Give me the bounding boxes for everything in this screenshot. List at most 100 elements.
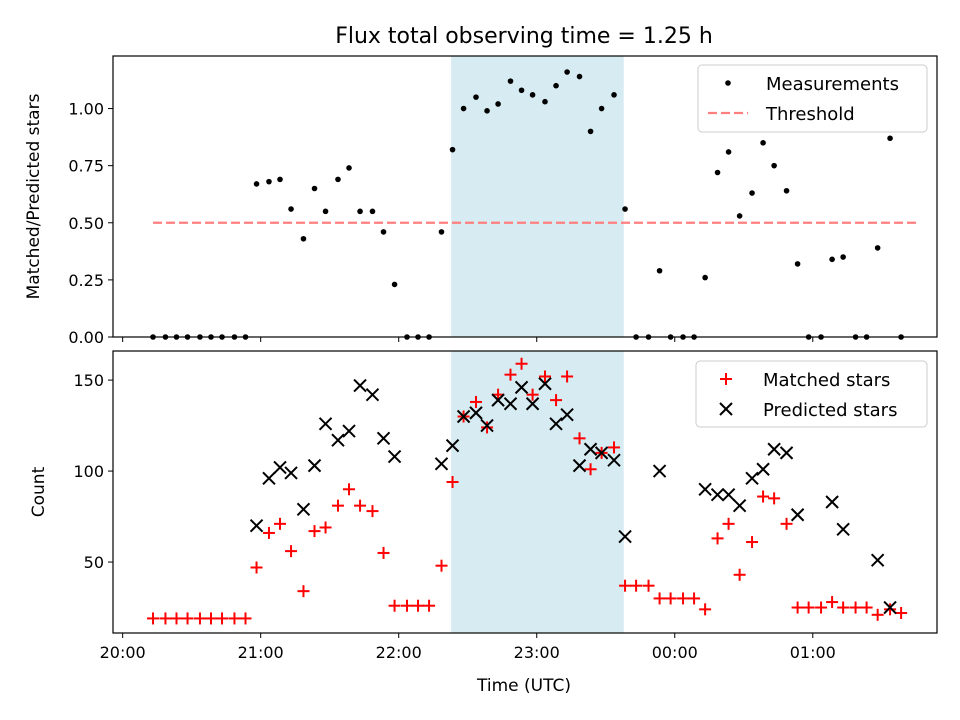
matched-star-point — [780, 517, 793, 530]
y-tick-label: 0.50 — [68, 214, 104, 233]
x-tick-label: 22:00 — [376, 643, 422, 662]
predicted-star-point — [572, 458, 587, 473]
measurement-point — [391, 281, 398, 288]
predicted-star-point — [583, 442, 598, 456]
top-legend: Measurements Threshold — [697, 64, 928, 133]
matched-star-point — [837, 601, 850, 614]
measurement-point — [322, 208, 329, 215]
measurement-point — [253, 181, 260, 187]
matched-star-point — [147, 612, 160, 625]
y-tick-label: 150 — [73, 371, 104, 390]
predicted-star-point — [745, 471, 759, 486]
bottom-x-axis: 20:00 21:00 22:00 23:00 00:00 01:00 — [100, 633, 836, 662]
predicted-star-point — [836, 522, 850, 537]
measurement-point — [369, 208, 376, 215]
measurement-point — [473, 94, 479, 100]
matched-star-point — [193, 612, 206, 625]
legend-threshold-label: Threshold — [765, 104, 855, 125]
matched-star-point — [204, 612, 217, 625]
matched-star-point — [388, 599, 401, 612]
measurement-point — [725, 149, 732, 155]
measurement-point — [484, 108, 490, 114]
measurement-point — [587, 128, 594, 135]
measurement-point — [598, 105, 605, 112]
matched-star-point — [262, 526, 275, 539]
measurement-point — [311, 185, 318, 192]
top-panel: 0.00 0.25 0.50 0.75 1.00 Matched/Predicted s… — [24, 55, 938, 347]
matched-star-point — [354, 499, 367, 512]
matched-star-point — [285, 545, 298, 558]
measurement-point — [495, 101, 501, 107]
matched-star-point — [884, 603, 897, 616]
bottom-legend-box — [695, 360, 928, 428]
predicted-star-point — [434, 457, 449, 471]
matched-star-point — [550, 394, 563, 407]
predicted-star-point — [710, 488, 725, 502]
measurement-point — [564, 69, 570, 75]
measurement-point — [749, 190, 755, 196]
bottom-plot-frame — [112, 350, 938, 634]
predicted-star-point — [767, 442, 781, 456]
matched-star-point — [274, 517, 287, 530]
y-tick-label: 100 — [73, 462, 104, 481]
matched-star-point — [895, 606, 908, 619]
matched-star-point — [757, 490, 770, 503]
matched-star-point — [791, 601, 804, 614]
matched-star-point — [561, 370, 574, 383]
x-tick-label: 01:00 — [790, 643, 836, 662]
matched-star-point — [470, 395, 483, 408]
matched-star-point — [366, 505, 379, 518]
predicted-star-point — [456, 409, 471, 424]
measurement-point — [335, 176, 341, 183]
measurement-point — [829, 256, 835, 263]
top-highlight-span — [451, 56, 624, 337]
predicted-star-point — [607, 453, 621, 467]
measurement-point — [460, 105, 467, 112]
matched-star-point — [239, 612, 252, 625]
x-tick-label: 21:00 — [238, 643, 284, 662]
matched-star-point — [308, 525, 321, 538]
measurement-point — [542, 98, 548, 105]
predicted-star-point — [249, 518, 264, 533]
predicted-star-point — [594, 446, 609, 460]
matched-star-point — [481, 421, 494, 434]
measurement-point — [357, 208, 363, 215]
matched-star-point — [815, 601, 828, 614]
measurement-point — [887, 135, 893, 142]
matched-star-point — [733, 568, 746, 581]
predicted-star-point — [353, 378, 367, 393]
predicted-star-point — [480, 418, 494, 433]
matched-star-point — [608, 441, 621, 454]
predicted-star-point — [618, 529, 632, 544]
matched-star-point — [860, 601, 873, 614]
measurement-point — [714, 169, 721, 176]
predicted-star-point — [549, 417, 563, 431]
legend-matched-marker — [720, 373, 732, 385]
measurement-point — [300, 235, 307, 242]
predicted-star-point — [732, 498, 747, 513]
measurement-point — [611, 92, 617, 98]
top-legend-box — [697, 64, 928, 133]
predicted-star-point — [698, 482, 712, 496]
x-tick-label: 23:00 — [514, 643, 560, 662]
predicted-star-point — [779, 446, 794, 460]
predicted-star-point — [514, 380, 529, 395]
predicted-star-point — [652, 464, 667, 478]
matched-star-point — [642, 579, 655, 592]
chart-title: Flux total observing time = 1.25 h — [335, 24, 713, 49]
matched-star-point — [400, 599, 413, 612]
matched-star-point — [216, 612, 229, 625]
measurement-point — [794, 261, 801, 267]
matched-star-point — [664, 592, 677, 605]
matched-star-point — [677, 592, 690, 605]
bottom-y-axis: 50 100 150 — [73, 371, 113, 572]
measurement-point — [277, 176, 283, 183]
bottom-highlight-span — [451, 351, 624, 633]
y-tick-label: 50 — [84, 553, 104, 572]
top-y-axis: 0.00 0.25 0.50 0.75 1.00 — [68, 100, 113, 347]
x-tick-label: 20:00 — [100, 643, 146, 662]
predicted-star-point — [262, 471, 276, 486]
top-x-axis — [122, 337, 814, 342]
y-tick-label: 0.75 — [68, 157, 104, 176]
